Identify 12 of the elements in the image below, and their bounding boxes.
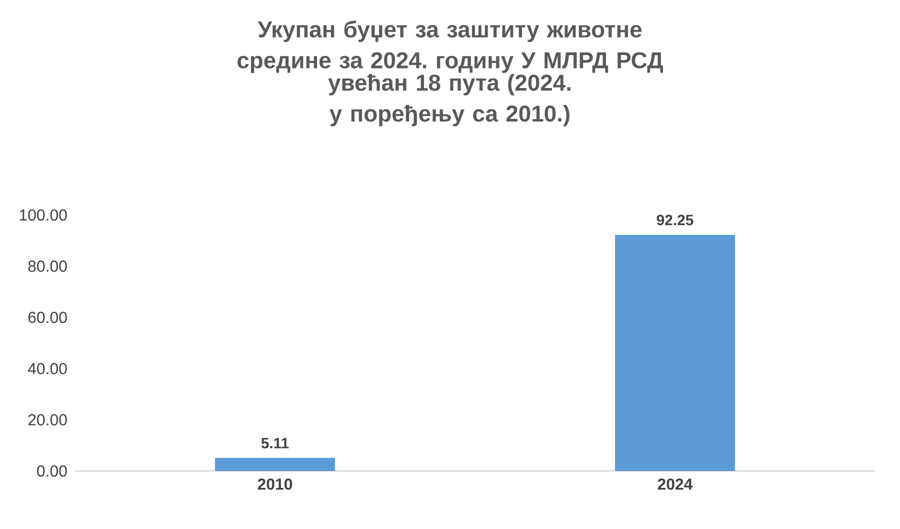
x-tick-label: 2024 — [658, 478, 693, 490]
y-tick-label: 0.00 — [37, 465, 67, 477]
data-label: 92.25 — [656, 214, 694, 226]
y-tick-label: 40.00 — [28, 362, 67, 374]
chart-subtitle: увећан 18 пута (2024. у поређењу са 2010.) — [328, 74, 570, 126]
y-tick-label: 20.00 — [28, 414, 67, 426]
x-tick-label: 2010 — [258, 478, 292, 490]
y-tick-label: 80.00 — [28, 260, 67, 272]
chart-title: Укупан буџет за заштиту животне средине за 2024. годину У МЛРД РСД — [238, 20, 663, 73]
y-tick-label: 60.00 — [28, 312, 67, 324]
data-label: 5.11 — [261, 438, 289, 448]
y-tick-label: 100.00 — [20, 209, 67, 221]
